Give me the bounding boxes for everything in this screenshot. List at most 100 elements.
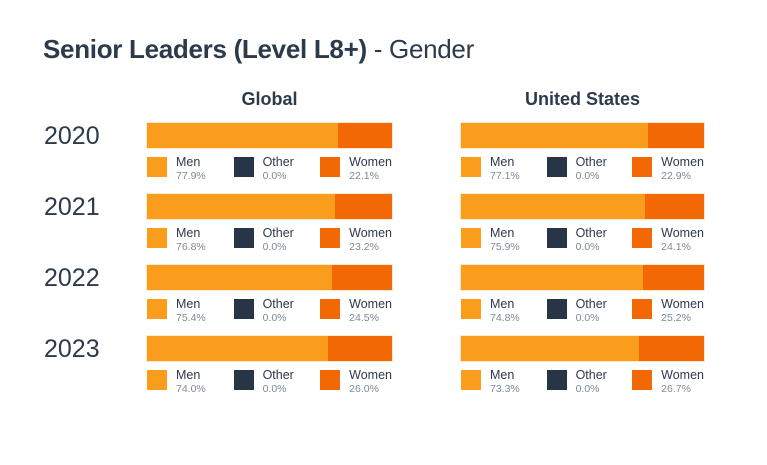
legend: Men 77.1% Other 0.0% Women 22.9% — [461, 155, 704, 183]
bar-segment-women — [337, 123, 392, 148]
men-swatch-icon — [461, 370, 481, 390]
legend: Men 76.8% Other 0.0% Women 23.2% — [147, 226, 392, 254]
legend-value: 74.0% — [176, 383, 206, 395]
legend-item-other: Other 0.0% — [546, 368, 633, 396]
stacked-bar — [147, 336, 392, 361]
legend-value: 24.5% — [349, 312, 379, 324]
legend: Men 77.9% Other 0.0% Women 22.1% — [147, 155, 392, 183]
stacked-bar — [147, 123, 392, 148]
women-swatch-icon — [632, 299, 653, 319]
legend-value: 0.0% — [262, 241, 287, 253]
bar-segment-men — [147, 265, 332, 290]
legend-label: Women — [661, 226, 704, 240]
other-swatch-icon — [546, 370, 567, 390]
legend-value: 77.1% — [490, 170, 520, 182]
legend-value: 26.0% — [349, 383, 379, 395]
legend-value: 75.9% — [490, 241, 520, 253]
panel-us-2020: Men 77.1% Other 0.0% Women 22.9% — [461, 123, 704, 194]
legend-item-other: Other 0.0% — [233, 368, 321, 396]
stacked-bar — [461, 123, 704, 148]
legend-label: Men — [490, 155, 515, 169]
legend-value: 0.0% — [262, 312, 287, 324]
stacked-bar — [147, 194, 392, 219]
legend-item-men: Men 75.9% — [461, 226, 547, 254]
stacked-bar — [461, 194, 704, 219]
legend-value: 75.4% — [176, 312, 206, 324]
bar-segment-women — [648, 123, 704, 148]
stacked-bar — [461, 336, 704, 361]
bar-segment-women — [335, 194, 392, 219]
bar-segment-men — [147, 336, 329, 361]
page-title: Senior Leaders (Level L8+) - Gender — [43, 34, 767, 65]
legend-label: Women — [349, 297, 392, 311]
legend-label: Other — [575, 226, 607, 240]
bar-segment-women — [642, 265, 704, 290]
year-row-2020: 2020 Men 77.9% Other 0.0% Women 22.1% — [44, 123, 767, 194]
panel-global-2022: Men 75.4% Other 0.0% Women 24.5% — [147, 265, 392, 336]
legend-value: 77.9% — [176, 170, 206, 182]
men-swatch-icon — [461, 228, 481, 248]
men-swatch-icon — [461, 157, 481, 177]
panel-global-2021: Men 76.8% Other 0.0% Women 23.2% — [147, 194, 392, 265]
women-swatch-icon — [320, 370, 341, 390]
page-title-main: Senior Leaders (Level L8+) — [43, 34, 367, 64]
legend: Men 74.8% Other 0.0% Women 25.2% — [461, 297, 704, 325]
legend-label: Women — [661, 368, 704, 382]
legend-label: Other — [575, 368, 607, 382]
legend-label: Other — [262, 368, 294, 382]
legend-value: 25.2% — [661, 312, 691, 324]
other-swatch-icon — [233, 299, 254, 319]
legend-item-men: Men 73.3% — [461, 368, 547, 396]
legend-label: Other — [262, 226, 294, 240]
bar-segment-men — [461, 265, 643, 290]
legend-value: 26.7% — [661, 383, 691, 395]
legend-value: 74.8% — [490, 312, 520, 324]
legend-value: 0.0% — [262, 170, 287, 182]
legend-item-women: Women 24.1% — [632, 226, 704, 254]
women-swatch-icon — [632, 370, 653, 390]
year-row-2021: 2021 Men 76.8% Other 0.0% Women 23.2% — [44, 194, 767, 265]
legend-value: 0.0% — [575, 170, 600, 182]
men-swatch-icon — [147, 157, 167, 177]
legend-item-men: Men 74.8% — [461, 297, 547, 325]
legend-value: 0.0% — [262, 383, 287, 395]
other-swatch-icon — [233, 370, 254, 390]
bar-segment-men — [147, 123, 338, 148]
legend-item-women: Women 23.2% — [320, 226, 392, 254]
chart-rows: 2020 Men 77.9% Other 0.0% Women 22.1% — [0, 123, 767, 407]
bar-segment-women — [639, 336, 704, 361]
women-swatch-icon — [632, 157, 653, 177]
other-swatch-icon — [546, 228, 567, 248]
other-swatch-icon — [233, 228, 254, 248]
year-label: 2021 — [44, 193, 100, 221]
stacked-bar — [147, 265, 392, 290]
legend-item-men: Men 77.9% — [147, 155, 234, 183]
year-row-2023: 2023 Men 74.0% Other 0.0% Women 26.0% — [44, 336, 767, 407]
men-swatch-icon — [147, 370, 167, 390]
column-headers: Global United States — [44, 89, 767, 110]
women-swatch-icon — [320, 157, 341, 177]
legend-label: Women — [661, 155, 704, 169]
legend-label: Other — [575, 297, 607, 311]
legend-value: 0.0% — [575, 383, 600, 395]
legend-item-women: Women 24.5% — [320, 297, 392, 325]
other-swatch-icon — [546, 299, 567, 319]
legend-value: 0.0% — [575, 312, 600, 324]
legend-label: Women — [349, 226, 392, 240]
page-title-suffix: - Gender — [366, 34, 475, 64]
year-label: 2020 — [44, 122, 100, 150]
year-label: 2022 — [44, 264, 100, 292]
legend: Men 73.3% Other 0.0% Women 26.7% — [461, 368, 704, 396]
legend-item-other: Other 0.0% — [233, 155, 321, 183]
legend-label: Men — [490, 297, 515, 311]
bar-segment-women — [328, 336, 392, 361]
other-swatch-icon — [546, 157, 567, 177]
bar-segment-men — [461, 336, 640, 361]
panel-global-2020: Men 77.9% Other 0.0% Women 22.1% — [147, 123, 392, 194]
men-swatch-icon — [461, 299, 481, 319]
legend-value: 23.2% — [349, 241, 379, 253]
legend-value: 73.3% — [490, 383, 520, 395]
women-swatch-icon — [320, 228, 341, 248]
legend-item-other: Other 0.0% — [233, 226, 321, 254]
bar-segment-women — [331, 265, 392, 290]
